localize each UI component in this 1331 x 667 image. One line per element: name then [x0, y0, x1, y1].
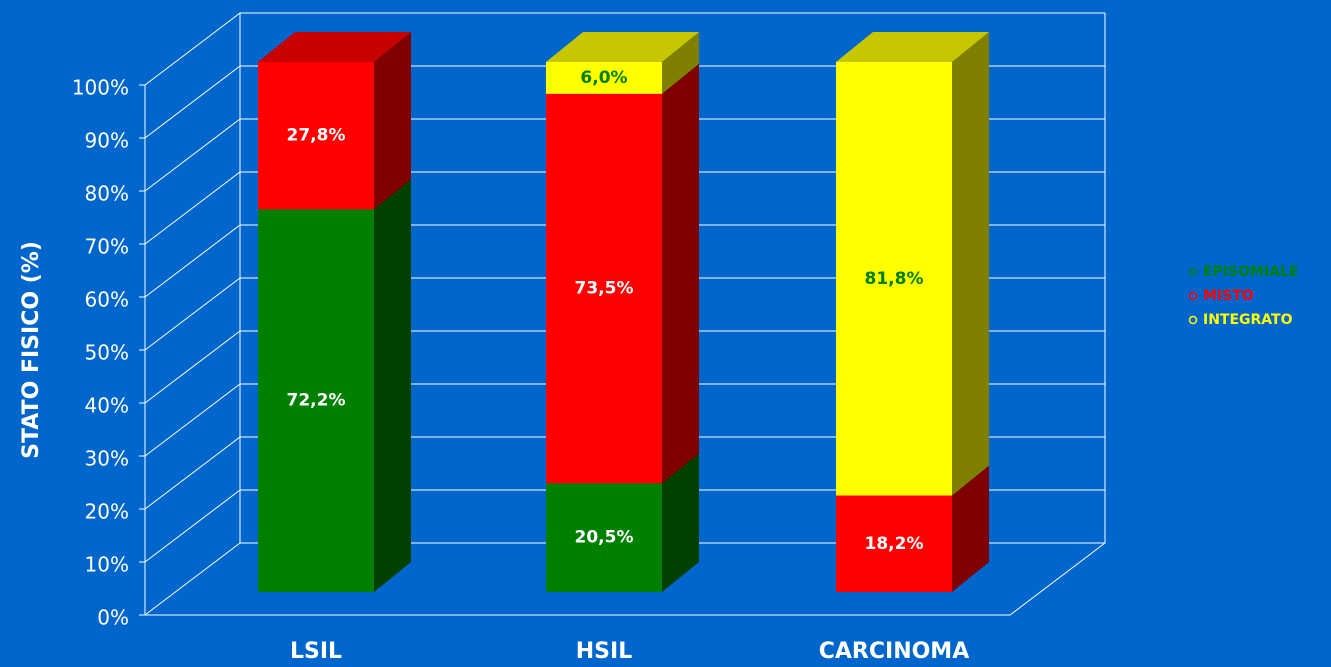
grid-line — [144, 118, 1105, 192]
bar-top — [258, 32, 411, 62]
bar-segment — [546, 483, 662, 592]
legend-label: EPISOMIALE — [1203, 264, 1298, 280]
legend-label: MISTO — [1203, 288, 1254, 304]
y-tick-label: 100% — [72, 76, 129, 100]
y-tick-label: 30% — [85, 447, 129, 471]
data-label: 20,5% — [575, 528, 634, 548]
data-label: 6,0% — [580, 68, 627, 88]
bar-top — [546, 32, 699, 62]
floor — [145, 542, 1106, 616]
bar-side — [662, 453, 699, 592]
grid-line — [144, 542, 1105, 616]
bar-segment — [258, 209, 374, 592]
grid-line — [144, 12, 1105, 86]
y-tick-label: 0% — [97, 606, 129, 630]
data-label: 27,8% — [287, 126, 346, 146]
bar-side — [952, 465, 989, 592]
grid-line — [144, 489, 1105, 563]
grid-line — [144, 436, 1105, 510]
y-tick-label: 80% — [85, 182, 129, 206]
bar-segment — [836, 62, 952, 496]
y-tick-label: 20% — [85, 500, 129, 524]
bar-segment — [258, 62, 374, 210]
bar-side — [662, 63, 699, 484]
y-tick-label: 90% — [85, 129, 129, 153]
bar-side — [662, 32, 699, 94]
legend-label: INTEGRATO — [1203, 312, 1293, 328]
data-label: 18,2% — [865, 534, 924, 554]
y-tick-label: 50% — [85, 341, 129, 365]
bar-segment — [546, 62, 662, 94]
x-tick-label: HSIL — [576, 639, 632, 664]
bar-segment — [546, 93, 662, 484]
bar-side — [374, 179, 411, 592]
y-tick-label: 10% — [85, 553, 129, 577]
grid-line — [144, 330, 1105, 404]
legend-marker — [1188, 315, 1198, 325]
y-axis-title: STATO FISICO (%) — [19, 241, 44, 459]
data-label: 72,2% — [287, 391, 346, 411]
grid-line — [144, 65, 1105, 139]
grid-line — [144, 224, 1105, 298]
y-tick-label: 70% — [85, 235, 129, 259]
grid-line — [144, 277, 1105, 351]
y-tick-label: 60% — [85, 288, 129, 312]
legend-marker — [1188, 291, 1198, 301]
x-tick-label: CARCINOMA — [819, 639, 969, 664]
legend-marker — [1188, 267, 1198, 277]
x-tick-label: LSIL — [290, 639, 342, 664]
y-tick-label: 40% — [85, 394, 129, 418]
bar-side — [952, 32, 989, 496]
data-label: 81,8% — [865, 269, 924, 289]
bar-top — [836, 32, 989, 62]
bar-side — [374, 32, 411, 210]
grid-line — [144, 171, 1105, 245]
bar-segment — [836, 495, 952, 592]
grid-line — [144, 383, 1105, 457]
data-label: 73,5% — [575, 279, 634, 299]
